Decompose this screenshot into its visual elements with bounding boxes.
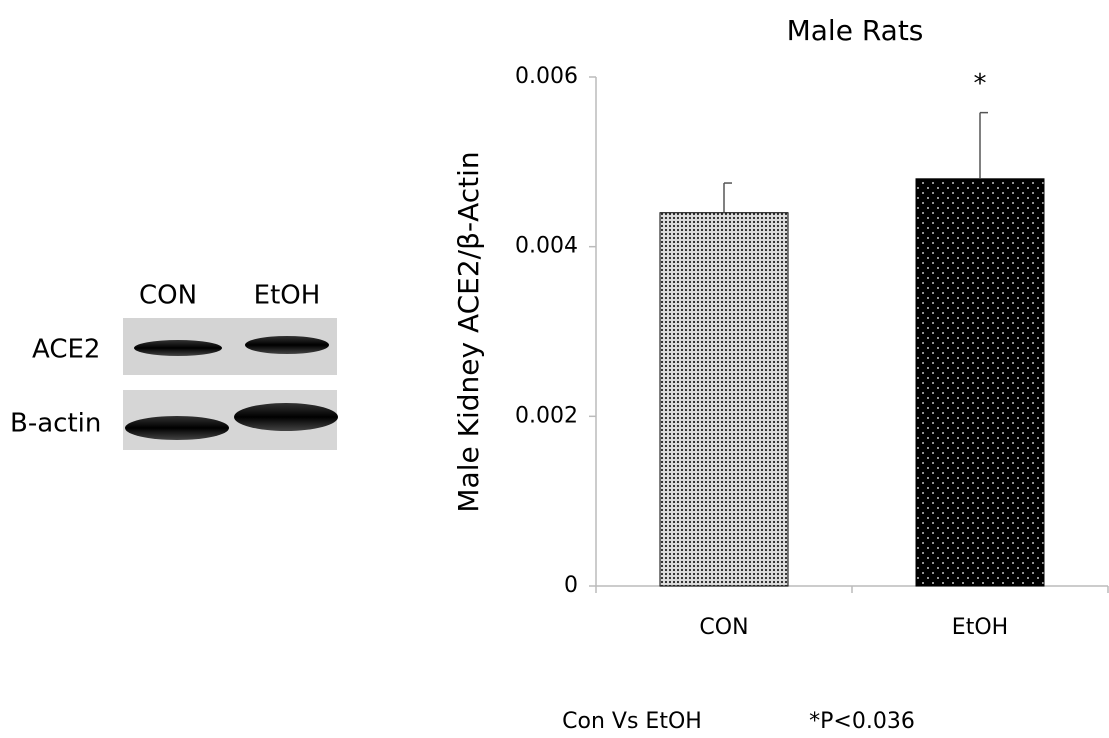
bar: [915, 178, 1045, 587]
y-tick-label: 0.006: [515, 64, 578, 89]
row-label: B-actin: [10, 409, 101, 439]
y-tick-label: 0.002: [515, 403, 578, 428]
y-tick-label: 0.004: [515, 234, 578, 259]
x-tick-label: EtOH: [952, 615, 1008, 640]
western-blot: CON EtOH ACE2 B-actin: [10, 281, 338, 450]
p-value: *P<0.036: [809, 709, 915, 734]
footnote: Con Vs EtOH: [562, 709, 702, 734]
blot-band: [125, 416, 229, 440]
lane-label: CON: [139, 281, 197, 311]
significance-marker: *: [974, 69, 987, 99]
blot-band: [234, 403, 338, 431]
y-axis-label: Male Kidney ACE2/β-Actin: [452, 151, 485, 512]
lane-label: EtOH: [254, 281, 321, 311]
blot-band: [134, 340, 222, 356]
y-tick-label: 0: [564, 573, 578, 598]
chart-title: Male Rats: [787, 14, 924, 47]
blot-band: [245, 336, 329, 354]
row-label: ACE2: [32, 335, 100, 365]
bar: [659, 212, 789, 587]
x-tick-label: CON: [699, 615, 748, 640]
